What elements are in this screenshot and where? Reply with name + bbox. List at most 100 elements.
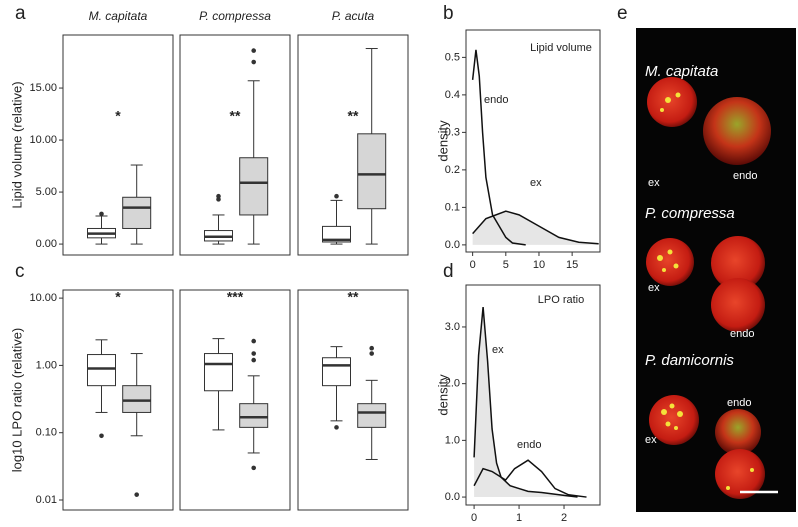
box — [122, 385, 152, 413]
panel-letter: b — [443, 3, 454, 24]
facet-title: M. capitata — [89, 9, 148, 23]
series-label: ex — [530, 177, 542, 189]
image-label: ex — [648, 282, 660, 294]
image-label: ex — [645, 434, 657, 446]
image-label: endo — [727, 397, 751, 409]
y-tick-label: 3.0 — [445, 321, 460, 333]
box — [122, 196, 152, 229]
y-tick-label: 0.4 — [445, 89, 460, 101]
density-line — [473, 459, 587, 498]
x-tick-label: 0 — [471, 512, 477, 524]
facet-frame — [179, 34, 291, 256]
box — [239, 157, 269, 216]
facet-frame — [297, 289, 409, 511]
box — [322, 357, 351, 387]
significance: * — [115, 289, 121, 305]
series-label: endo — [517, 439, 541, 451]
x-tick-label: 15 — [566, 259, 578, 271]
image-label: endo — [730, 328, 754, 340]
chart-title: Lipid volume — [530, 42, 592, 54]
y-axis-label: density — [435, 374, 450, 416]
y-tick-label: 10.00 — [29, 292, 57, 304]
y-tick-label: 0.2 — [445, 164, 460, 176]
cell — [647, 77, 697, 127]
plot-frame — [465, 284, 601, 506]
y-tick-label: 1.00 — [36, 359, 57, 371]
outlier — [216, 193, 221, 199]
y-tick-label: 1.0 — [445, 434, 460, 446]
outlier — [99, 433, 104, 439]
cell — [649, 395, 699, 445]
y-tick-label: 0.01 — [36, 494, 57, 506]
y-tick-label: 5.00 — [36, 186, 57, 198]
significance: ** — [348, 108, 359, 124]
outlier — [99, 211, 104, 217]
facet-frame — [179, 289, 291, 511]
outlier — [134, 492, 139, 497]
outlier — [251, 59, 256, 65]
x-tick-label: 0 — [470, 259, 476, 271]
y-tick-label: 0.0 — [445, 491, 460, 503]
image-title: P. damicornis — [645, 352, 734, 369]
image-label: ex — [648, 177, 660, 189]
y-axis-label: density — [435, 120, 450, 162]
y-tick-label: 0.0 — [445, 239, 460, 251]
outlier — [369, 345, 375, 351]
cell — [715, 409, 761, 455]
facet-frame — [62, 289, 174, 511]
significance: ** — [230, 108, 241, 124]
box — [357, 133, 387, 210]
box — [204, 353, 233, 392]
facet-title: P. compressa — [199, 9, 271, 23]
chart-title: LPO ratio — [538, 294, 584, 306]
image-title: M. capitata — [645, 63, 718, 80]
box — [322, 225, 351, 243]
outlier — [251, 338, 256, 344]
outlier — [369, 351, 375, 356]
x-tick-label: 5 — [503, 259, 509, 271]
outlier — [251, 351, 256, 356]
outlier — [334, 425, 339, 430]
cell — [646, 238, 694, 286]
plot-frame — [465, 29, 601, 253]
outlier — [251, 357, 256, 363]
y-tick-label: 10.00 — [29, 134, 57, 146]
outlier — [251, 48, 256, 53]
significance: *** — [227, 289, 244, 305]
box — [87, 354, 116, 387]
cell — [711, 278, 765, 332]
significance: * — [115, 108, 121, 124]
y-tick-label: 15.00 — [29, 82, 57, 94]
facet-frame — [62, 34, 174, 256]
y-tick-label: 0.3 — [445, 126, 460, 138]
facet-title: P. acuta — [332, 9, 375, 23]
panel-letter: e — [617, 3, 628, 24]
box — [357, 403, 387, 428]
panel-letter: a — [15, 3, 26, 24]
facet-frame — [297, 34, 409, 256]
y-tick-label: 0.00 — [36, 238, 57, 250]
y-tick-label: 0.1 — [445, 201, 460, 213]
series-label: ex — [492, 344, 504, 356]
y-tick-label: 0.10 — [36, 427, 57, 439]
cell — [711, 236, 765, 290]
panel-letter: d — [443, 261, 454, 282]
x-tick-label: 1 — [516, 512, 522, 524]
density-area — [472, 211, 599, 245]
panel-letter: c — [15, 261, 25, 282]
box — [239, 403, 269, 428]
cell — [703, 97, 771, 165]
y-tick-label: 2.0 — [445, 378, 460, 390]
y-axis-label: log10 LPO ratio (relative) — [9, 328, 24, 473]
significance: ** — [348, 289, 359, 305]
outlier — [334, 193, 339, 199]
series-label: endo — [484, 94, 508, 106]
lipid-droplets — [657, 92, 754, 490]
density-line — [471, 49, 526, 246]
micrograph — [636, 28, 796, 512]
y-axis-label: Lipid volume (relative) — [9, 81, 24, 208]
image-title: P. compressa — [645, 205, 735, 222]
image-label: endo — [733, 170, 757, 182]
